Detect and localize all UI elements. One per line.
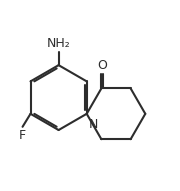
Text: N: N [89, 118, 99, 131]
Text: O: O [97, 59, 107, 72]
Text: F: F [19, 129, 26, 142]
Text: NH₂: NH₂ [47, 37, 71, 50]
